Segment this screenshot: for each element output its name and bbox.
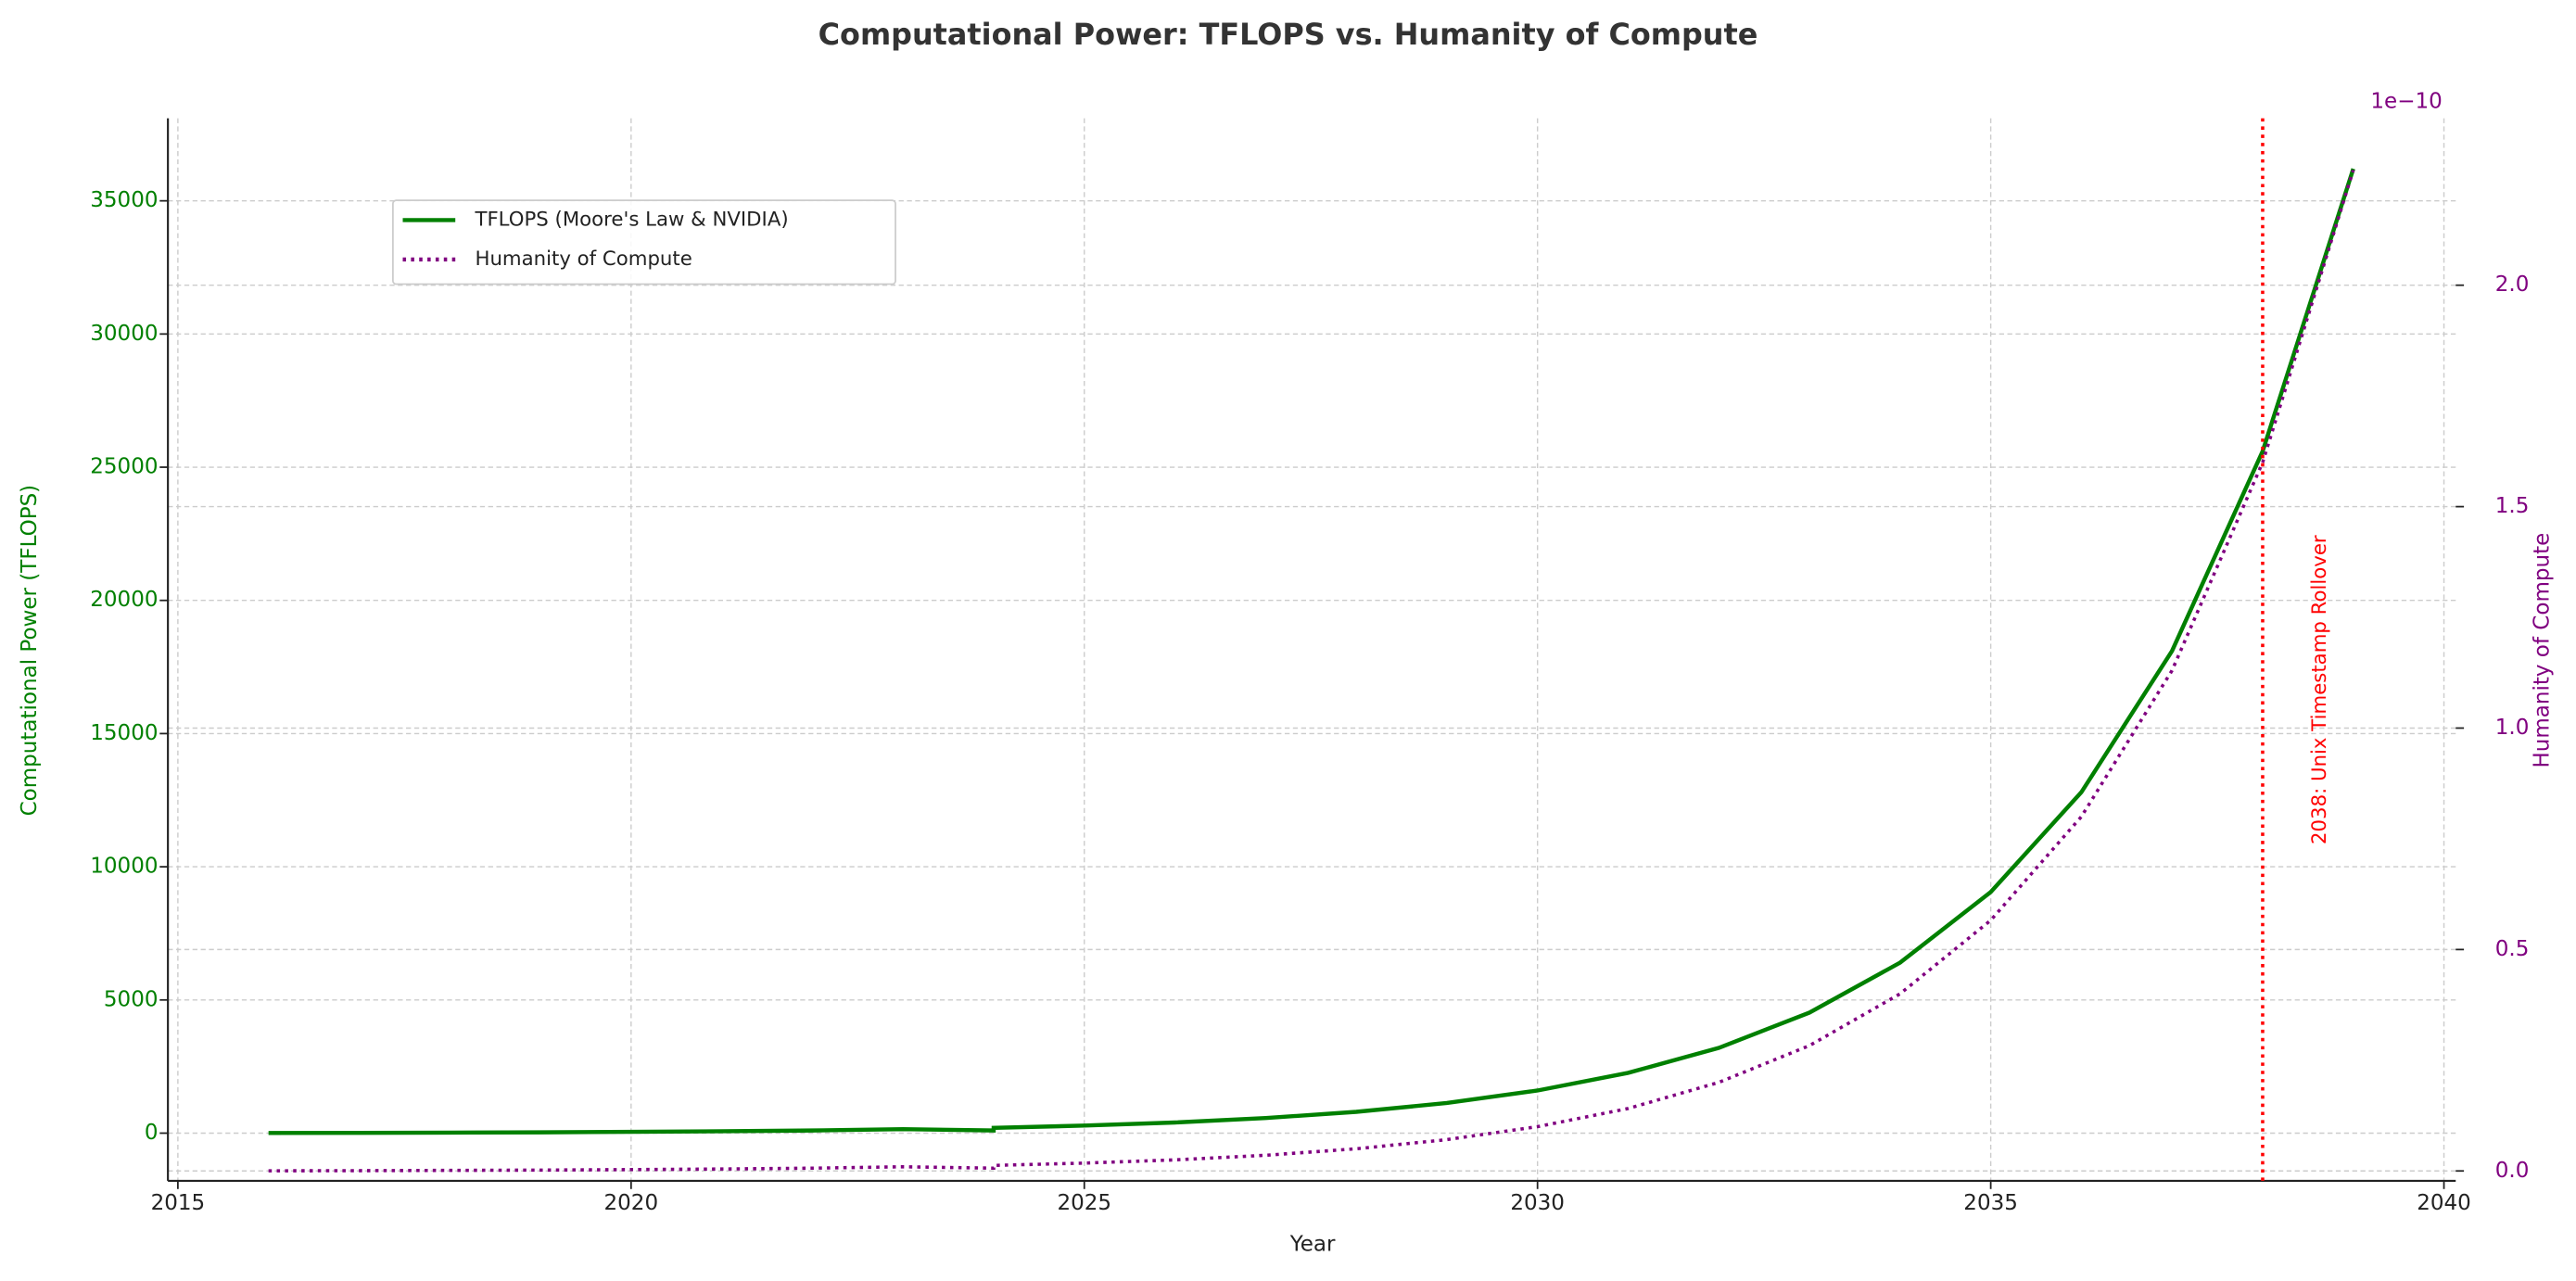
y2-tick-label: 1.5 <box>2495 494 2530 518</box>
legend: TFLOPS (Moore's Law & NVIDIA) Humanity of… <box>391 199 896 285</box>
x-tick-label: 2030 <box>1510 1191 1565 1215</box>
y2-tick-label: 1.0 <box>2495 716 2530 740</box>
x-tick-label: 2040 <box>2417 1191 2471 1215</box>
reference-label: 2038: Unix Timestamp Rollover <box>2308 535 2331 844</box>
x-tick-label: 2015 <box>151 1191 206 1215</box>
y-axis-label: Computational Power (TFLOPS) <box>18 485 42 817</box>
y2-offset-label: 1e−10 <box>2370 89 2442 113</box>
y-tick-label: 10000 <box>90 855 158 879</box>
x-axis-label: Year <box>1289 1233 1336 1257</box>
x-tick-label: 2020 <box>604 1191 659 1215</box>
legend-box <box>391 199 896 285</box>
y2-tick-label: 2.0 <box>2495 273 2530 297</box>
y-tick-label: 0 <box>145 1121 159 1145</box>
legend-label: Humanity of Compute <box>475 247 692 271</box>
y2-tick-label: 0.5 <box>2495 937 2530 961</box>
chart-title: Computational Power: TFLOPS vs. Humanity… <box>818 17 1758 52</box>
series-line <box>268 168 2355 1135</box>
x-tick-label: 2035 <box>1963 1191 2018 1215</box>
legend-label: TFLOPS (Moore's Law & NVIDIA) <box>474 208 788 231</box>
y-tick-label: 35000 <box>90 188 158 212</box>
series-line <box>268 169 2355 1173</box>
y2-tick-label: 0.0 <box>2495 1159 2530 1183</box>
y-tick-label: 25000 <box>90 455 158 479</box>
x-tick-label: 2025 <box>1057 1191 1111 1215</box>
y-tick-label: 20000 <box>90 588 158 612</box>
y-tick-label: 30000 <box>90 322 158 346</box>
y2-axis-label: Humanity of Compute <box>2531 533 2555 768</box>
y-tick-label: 15000 <box>90 721 158 745</box>
y-tick-label: 5000 <box>104 987 159 1011</box>
